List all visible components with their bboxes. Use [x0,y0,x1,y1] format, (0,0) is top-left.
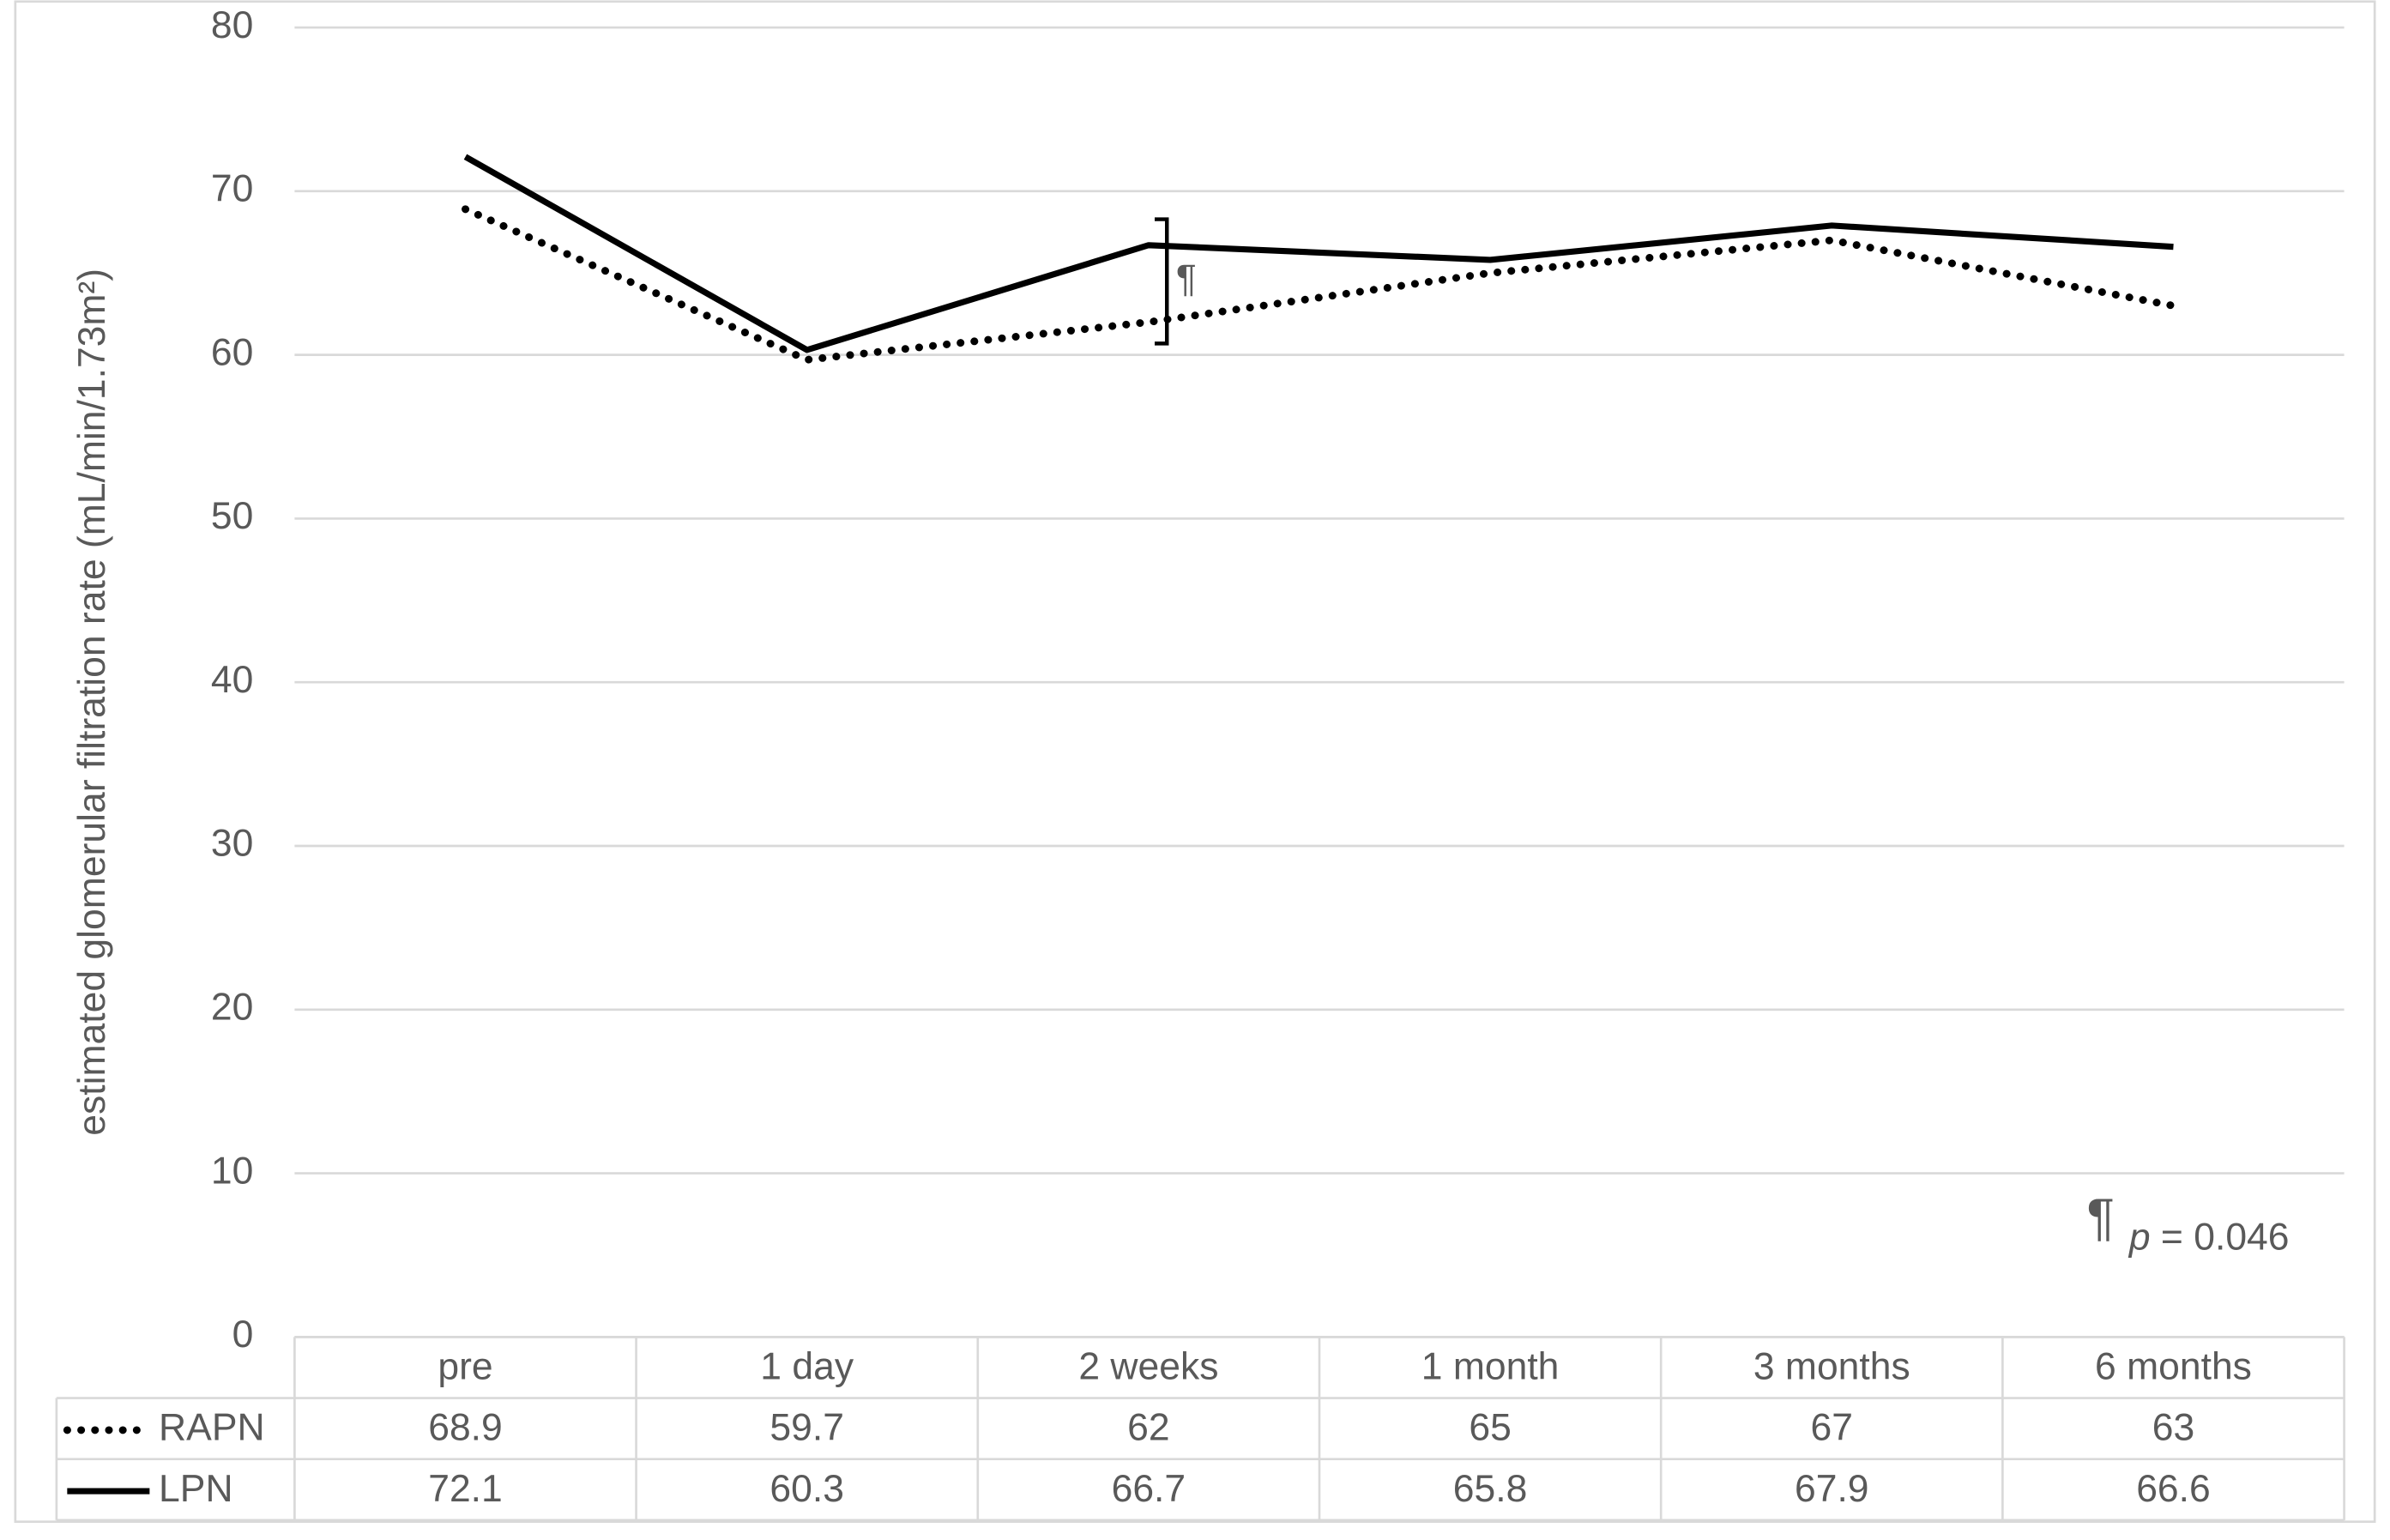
table-value: 66.6 [2136,1468,2211,1510]
chart-border [14,0,2376,1523]
x-tick-label: 1 month [1421,1346,1560,1388]
y-tick-label: 20 [211,987,253,1029]
significance-bracket [1155,217,1169,346]
x-tick-label: 2 weeks [1078,1346,1218,1388]
significance-note: ¶ p = 0.046 [2087,1187,2290,1258]
note-part: ¶ [2087,1187,2129,1246]
x-tick-label: 1 day [760,1346,854,1388]
table-value: 68.9 [428,1407,503,1449]
x-tick-label: pre [438,1346,492,1388]
table-value: 62 [1127,1407,1169,1449]
y-tick-label: 40 [211,659,253,701]
y-tick-label: 60 [211,331,253,373]
legend-label: RAPN [159,1407,265,1449]
table-value: 67 [1811,1407,1853,1449]
y-tick-label: 10 [211,1150,253,1192]
note-part: p [2127,1216,2161,1258]
table-value: 72.1 [428,1468,503,1510]
x-tick-label: 3 months [1753,1346,1910,1388]
significance-marker: ¶ [1176,258,1197,300]
table-value: 63 [2152,1407,2194,1449]
y-tick-label: 70 [211,168,253,210]
note-part: = [2161,1216,2194,1258]
note-part: 0.046 [2194,1216,2289,1258]
legend-label: LPN [159,1468,233,1510]
table-value: 67.9 [1795,1468,1869,1510]
table-value: 59.7 [770,1407,844,1449]
table-value: 60.3 [770,1468,844,1510]
y-axis-label: estimated glomerular filtration rate (mL… [71,269,113,1136]
table-value: 65 [1469,1407,1511,1449]
table-value: 66.7 [1112,1468,1186,1510]
x-tick-label: 6 months [2095,1346,2252,1388]
table-value: 65.8 [1453,1468,1528,1510]
y-tick-label: 0 [232,1314,254,1356]
series-line [463,154,2174,353]
y-tick-label: 80 [211,4,253,46]
series-line [462,205,2177,364]
y-tick-label: 30 [211,823,253,865]
y-tick-label: 50 [211,495,253,537]
